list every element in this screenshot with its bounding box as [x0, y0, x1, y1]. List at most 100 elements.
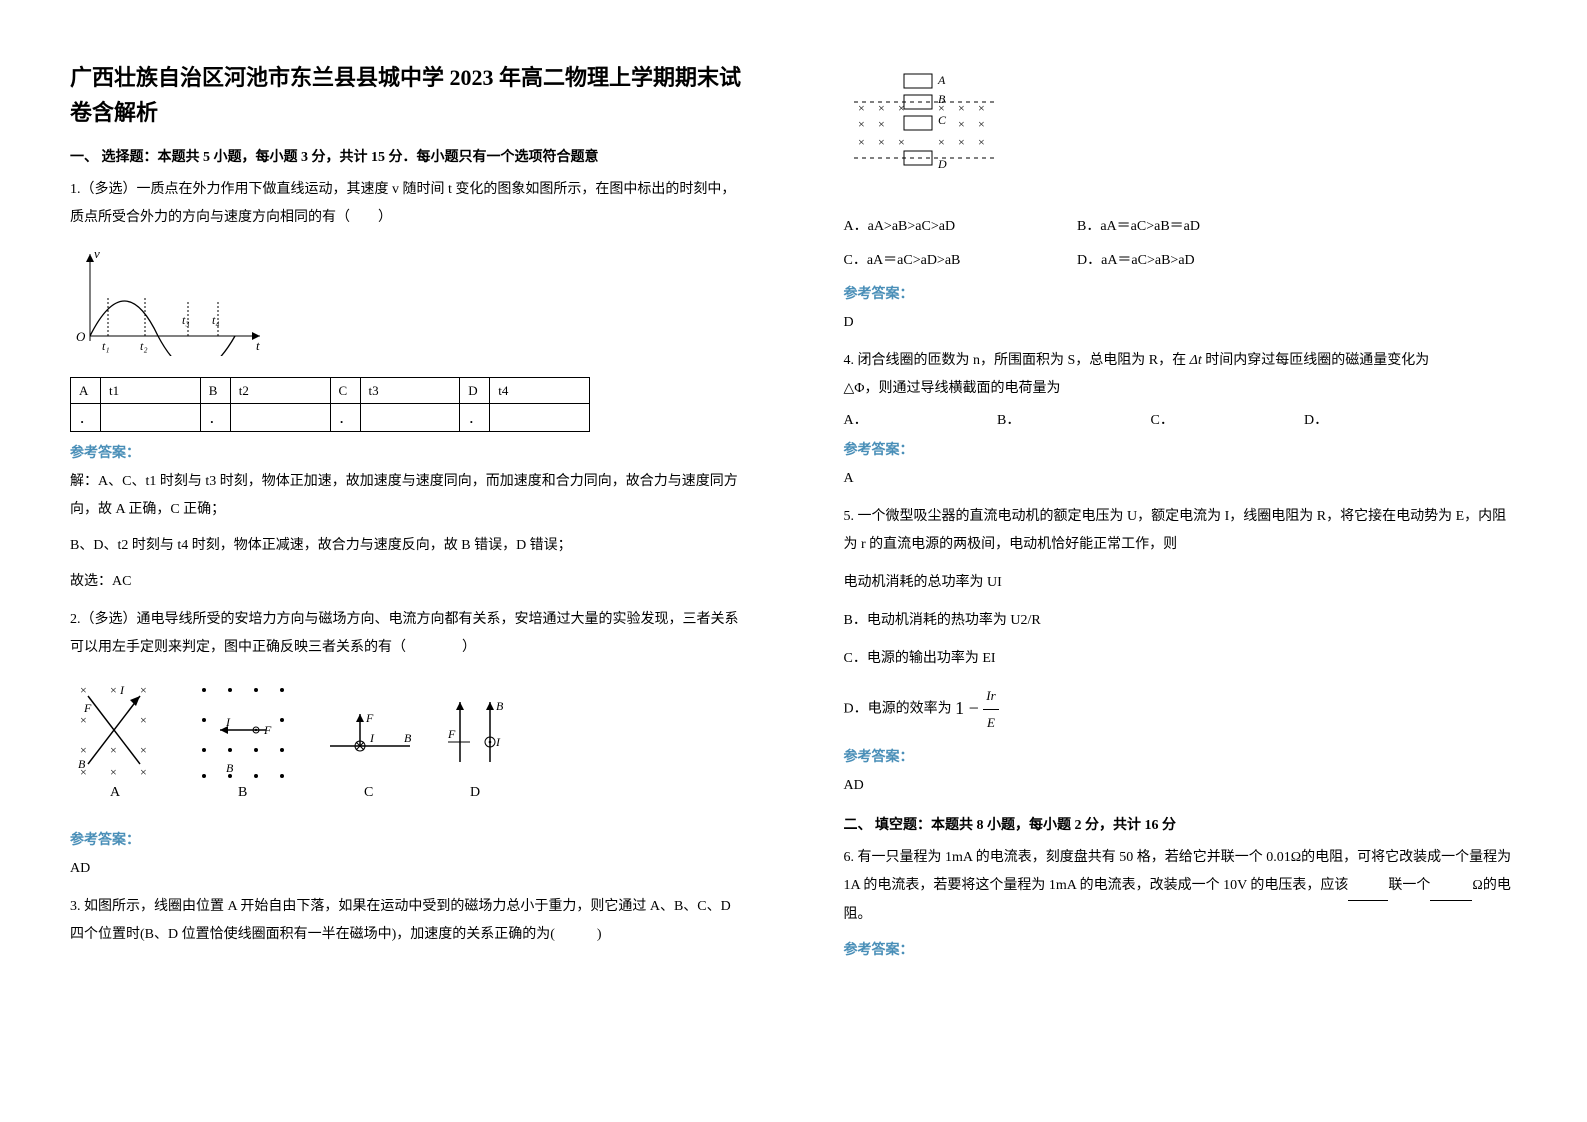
q6-stem-b: 联一个 — [1388, 878, 1430, 893]
svg-text:×: × — [140, 743, 147, 757]
q6-answer-label: 参考答案： — [844, 939, 1518, 959]
svg-text:×: × — [958, 101, 965, 115]
svg-text:×: × — [978, 101, 985, 115]
svg-text:C: C — [364, 785, 373, 800]
svg-text:F: F — [263, 723, 272, 737]
svg-text:×: × — [140, 683, 147, 697]
q3-optD: D．aA＝aC>aB>aD — [1077, 249, 1307, 269]
svg-text:×: × — [878, 135, 885, 149]
svg-text:t₂: t₂ — [140, 339, 148, 353]
q1-answer-label: 参考答案： — [70, 442, 744, 462]
svg-text:v: v — [94, 246, 100, 261]
svg-text:×: × — [938, 101, 945, 115]
svg-text:×: × — [140, 765, 147, 779]
svg-text:A: A — [937, 73, 946, 87]
svg-text:B: B — [238, 785, 247, 800]
cell-a: A — [71, 378, 101, 404]
right-column: A B C ×××××× ×××× ×××××× D A．aA>aB>aC>aD… — [794, 0, 1587, 1122]
svg-text:×: × — [110, 765, 117, 779]
section-2-head: 二、 填空题：本题共 8 小题，每小题 2 分，共计 16 分 — [844, 814, 1518, 834]
svg-text:B: B — [496, 699, 504, 713]
svg-text:×: × — [878, 117, 885, 131]
q1-sol3: 故选：AC — [70, 568, 744, 596]
svg-text:I: I — [369, 731, 375, 745]
cell-c: C — [330, 378, 360, 404]
q5-stem: 5. 一个微型吸尘器的直流电动机的额定电压为 U，额定电流为 I，线圈电阻为 R… — [844, 503, 1518, 559]
svg-text:×: × — [978, 117, 985, 131]
svg-text:C: C — [938, 113, 947, 127]
q1-options-table: A t1 B t2 C t3 D t4 ．．．． — [70, 377, 590, 432]
svg-text:×: × — [858, 117, 865, 131]
cell-av: t1 — [101, 378, 201, 404]
svg-text:×: × — [938, 135, 945, 149]
svg-text:t₃: t₃ — [182, 313, 190, 327]
q4-stem-c: △Φ，则通过导线横截面的电荷量为 — [844, 381, 1061, 396]
q4-optB: B． — [997, 409, 1147, 429]
q4-optA: A． — [844, 409, 994, 429]
q3-optA: A．aA>aB>aC>aD — [844, 215, 1074, 235]
cell-d: D — [460, 378, 490, 404]
q2-ans: AD — [70, 855, 744, 883]
svg-text:B: B — [404, 731, 412, 745]
page-title: 广西壮族自治区河池市东兰县县城中学 2023 年高二物理上学期期末试卷含解析 — [70, 60, 744, 130]
svg-text:×: × — [858, 135, 865, 149]
blank-2 — [1430, 872, 1472, 901]
q6-stem: 6. 有一只量程为 1mA 的电流表，刻度盘共有 50 格，若给它并联一个 0.… — [844, 844, 1518, 929]
q3-figure: A B C ×××××× ×××× ×××××× D — [844, 68, 1044, 188]
q1-graph: O v t t₁ t₂ t₃ t₄ — [70, 246, 270, 356]
q3-optC: C．aA＝aC>aD>aB — [844, 249, 1074, 269]
q5-ans: AD — [844, 772, 1518, 800]
q3-answer-label: 参考答案： — [844, 283, 1518, 303]
cell-dv: t4 — [490, 378, 590, 404]
svg-text:×: × — [898, 135, 905, 149]
q4-stem: 4. 闭合线圈的匝数为 n，所围面积为 S，总电阻为 R，在 Δt 时间内穿过每… — [844, 347, 1518, 403]
q3-ans: D — [844, 309, 1518, 337]
svg-text:B: B — [226, 761, 234, 775]
svg-text:D: D — [470, 785, 480, 800]
svg-text:O: O — [76, 329, 86, 344]
svg-text:×: × — [80, 713, 87, 727]
q5-optD: D．电源的效率为 — [844, 702, 952, 717]
q4-ans: A — [844, 465, 1518, 493]
q1-sol1: 解：A、C、t1 时刻与 t3 时刻，物体正加速，故加速度与速度同向，而加速度和… — [70, 468, 744, 524]
svg-text:×: × — [80, 743, 87, 757]
q4-stem-b: 时间内穿过每匝线圈的磁通量变化为 — [1205, 353, 1429, 368]
q4-stem-a: 4. 闭合线圈的匝数为 n，所围面积为 S，总电阻为 R，在 — [844, 353, 1187, 368]
q5-optA: 电动机消耗的总功率为 UI — [844, 569, 1518, 597]
svg-text:t: t — [256, 338, 260, 353]
svg-text:B: B — [78, 757, 86, 771]
svg-text:×: × — [958, 117, 965, 131]
svg-text:I: I — [495, 735, 501, 749]
svg-text:×: × — [958, 135, 965, 149]
svg-text:F: F — [447, 727, 456, 741]
svg-text:×: × — [140, 713, 147, 727]
svg-text:F: F — [83, 701, 92, 715]
cell-bv: t2 — [230, 378, 330, 404]
q1-stem: 1.（多选）一质点在外力作用下做直线运动，其速度 v 随时间 t 变化的图象如图… — [70, 176, 744, 232]
q2-stem: 2.（多选）通电导线所受的安培力方向与磁场方向、电流方向都有关系，安培通过大量的… — [70, 606, 744, 662]
svg-text:D: D — [937, 157, 947, 171]
delta-t: Δt — [1190, 353, 1202, 368]
q5-optB: B．电动机消耗的热功率为 U2/R — [844, 607, 1518, 635]
q2-figure: ××× ×× ××× ××× I F B A I — [70, 676, 510, 806]
svg-text:I: I — [119, 683, 125, 697]
svg-text:×: × — [878, 101, 885, 115]
q4-optD: D． — [1304, 409, 1384, 429]
svg-text:t₁: t₁ — [102, 339, 110, 353]
q3-stem: 3. 如图所示，线圈由位置 A 开始自由下落，如果在运动中受到的磁场力总小于重力… — [70, 893, 744, 949]
left-column: 广西壮族自治区河池市东兰县县城中学 2023 年高二物理上学期期末试卷含解析 一… — [0, 0, 794, 1122]
q3-opts-row1: A．aA>aB>aC>aD B．aA＝aC>aB＝aD — [844, 215, 1518, 235]
q5-answer-label: 参考答案： — [844, 746, 1518, 766]
q4-optC: C． — [1151, 409, 1301, 429]
q5-optD-wrap: D．电源的效率为 1 − IrE — [844, 683, 1518, 736]
blank-1 — [1348, 872, 1388, 901]
q3-optB: B．aA＝aC>aB＝aD — [1077, 215, 1307, 235]
q5-optC: C．电源的输出功率为 EI — [844, 645, 1518, 673]
svg-text:F: F — [365, 711, 374, 725]
svg-text:×: × — [858, 101, 865, 115]
svg-text:I: I — [225, 715, 231, 729]
q1-sol2: B、D、t2 时刻与 t4 时刻，物体正减速，故合力与速度反向，故 B 错误，D… — [70, 532, 744, 560]
efficiency-formula: 1 − IrE — [955, 698, 999, 718]
svg-text:t₄: t₄ — [212, 313, 220, 327]
q3-opts-row2: C．aA＝aC>aD>aB D．aA＝aC>aB>aD — [844, 249, 1518, 269]
